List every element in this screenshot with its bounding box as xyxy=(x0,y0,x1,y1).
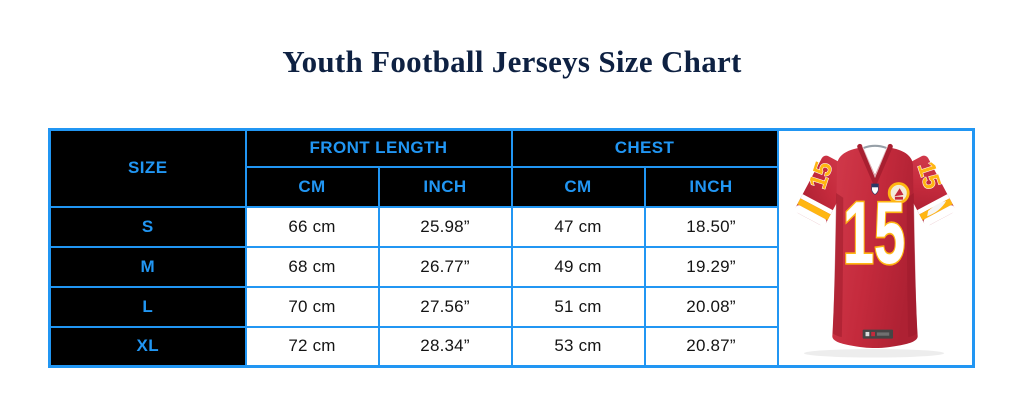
value-cell: 20.87” xyxy=(643,325,779,368)
value-cell: 28.34” xyxy=(377,325,513,368)
value-cell: 26.77” xyxy=(377,245,513,288)
nike-swoosh-icon xyxy=(927,201,947,217)
header-size: SIZE xyxy=(48,128,247,208)
jersey-shadow xyxy=(804,349,945,358)
table-row-l: L 70 cm 27.56” 51 cm 20.08” xyxy=(48,285,974,328)
collar-piping xyxy=(862,145,889,179)
jersey-left-side-panel xyxy=(833,192,844,338)
table-row-s: S 66 cm 25.98” 47 cm 18.50” xyxy=(48,205,974,248)
value-cell: 66 cm xyxy=(244,205,380,248)
value-cell: 18.50” xyxy=(643,205,779,248)
size-label: S xyxy=(48,205,247,248)
value-cell: 27.56” xyxy=(377,285,513,328)
page-title: Youth Football Jerseys Size Chart xyxy=(282,44,742,79)
size-chart-table: SIZE FRONT LENGTH CHEST xyxy=(48,128,975,368)
jersey-image: 15 15 15 xyxy=(780,136,972,360)
header-front-length: FRONT LENGTH xyxy=(244,128,513,168)
jersey-photo-cell: 15 15 15 xyxy=(776,128,975,368)
back-collar-trim xyxy=(863,144,887,149)
table-row-xl: XL 72 cm 28.34” 53 cm 20.87” xyxy=(48,325,974,368)
team-patch-icon xyxy=(888,182,910,204)
jersey-number-front: 15 xyxy=(843,183,906,282)
value-cell: 53 cm xyxy=(510,325,646,368)
unit-header-chest-inch: INCH xyxy=(643,165,779,208)
unit-header-front-inch: INCH xyxy=(377,165,513,208)
table-row-m: M 68 cm 26.77” 49 cm 19.29” xyxy=(48,245,974,288)
jock-tag xyxy=(862,329,894,339)
size-label: L xyxy=(48,285,247,328)
size-label: M xyxy=(48,245,247,288)
unit-header-chest-cm: CM xyxy=(510,165,646,208)
nfl-shield-icon xyxy=(871,183,879,195)
value-cell: 49 cm xyxy=(510,245,646,288)
football-jersey-graphic: 15 15 15 xyxy=(795,143,956,358)
neck-opening xyxy=(861,146,890,181)
value-cell: 51 cm xyxy=(510,285,646,328)
value-cell: 72 cm xyxy=(244,325,380,368)
value-cell: 19.29” xyxy=(643,245,779,288)
value-cell: 70 cm xyxy=(244,285,380,328)
jersey-right-side-panel xyxy=(907,192,918,338)
value-cell: 25.98” xyxy=(377,205,513,248)
value-cell: 68 cm xyxy=(244,245,380,288)
unit-header-front-cm: CM xyxy=(244,165,380,208)
size-label: XL xyxy=(48,325,247,368)
collar-band xyxy=(857,143,894,189)
value-cell: 20.08” xyxy=(643,285,779,328)
header-chest: CHEST xyxy=(510,128,779,168)
value-cell: 47 cm xyxy=(510,205,646,248)
